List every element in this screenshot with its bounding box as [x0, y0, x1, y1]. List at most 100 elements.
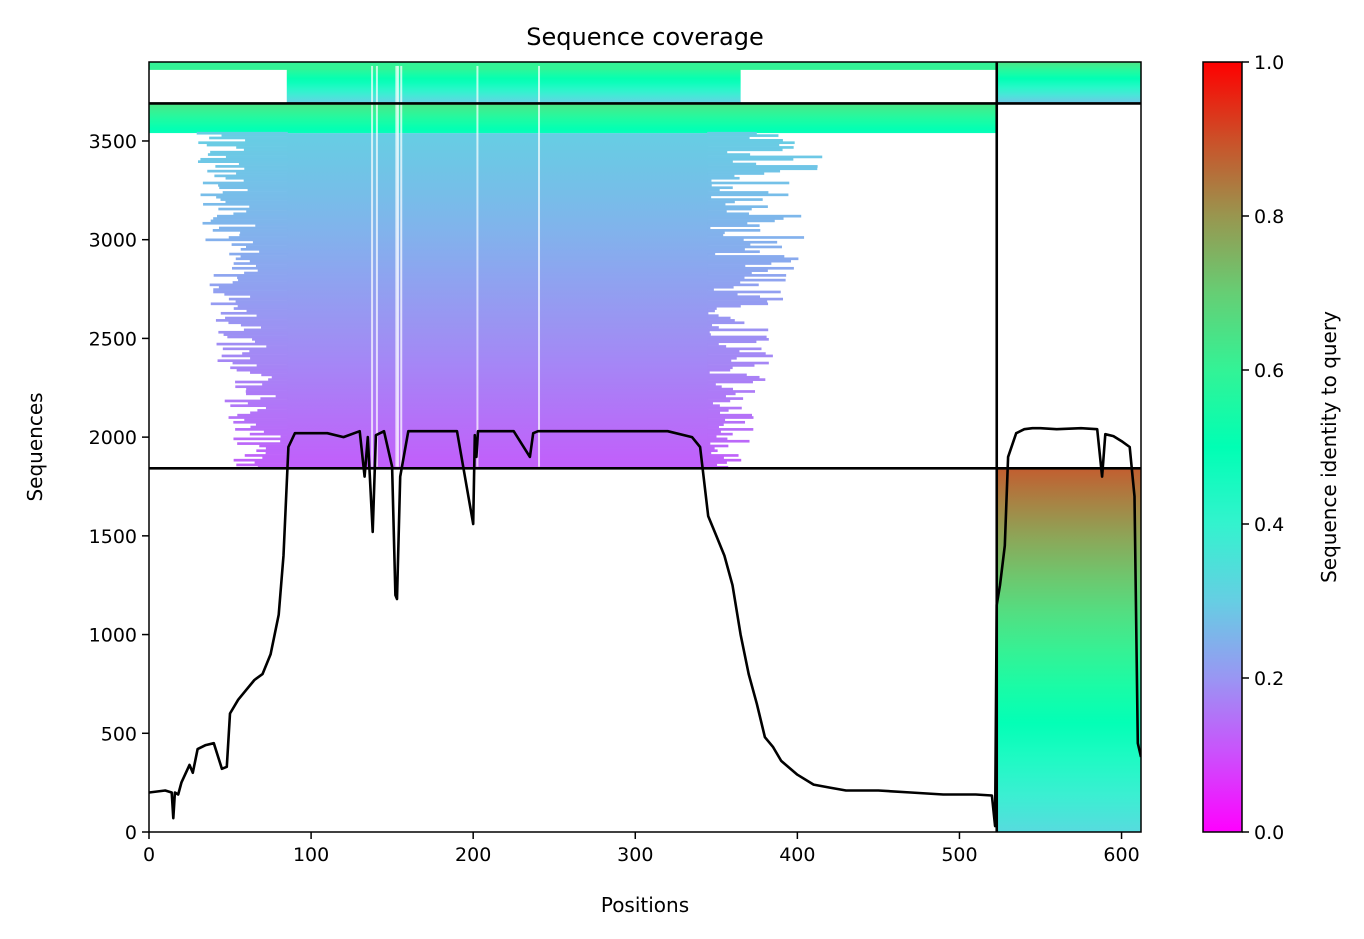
heatmap-band-left: [233, 420, 288, 424]
heatmap-band-left: [246, 387, 288, 391]
heatmap-band-right: [707, 354, 773, 358]
heatmap-band-left: [254, 461, 288, 464]
chart-title: Sequence coverage: [526, 23, 763, 51]
heatmap-band-left: [235, 380, 288, 384]
heatmap-band-right: [707, 136, 750, 140]
heatmap-band-right: [707, 139, 783, 142]
heatmap-band-right: [707, 300, 768, 303]
heatmap-band-left: [215, 165, 288, 168]
heatmap-band-right: [707, 148, 783, 152]
heatmap-band-right: [707, 406, 742, 410]
heatmap-band-left: [237, 442, 288, 445]
heatmap-band-left: [210, 302, 288, 306]
heatmap-band-left: [225, 155, 288, 159]
heatmap-band-left: [256, 449, 288, 453]
colorbar-tick-label: 0.0: [1254, 822, 1284, 844]
heatmap-band-left: [217, 214, 288, 218]
y-axis: 0 500 1000 1500 2000 2500 3000 3500: [89, 131, 149, 844]
heatmap-band-right: [707, 428, 754, 431]
heatmap-band-right: [707, 413, 752, 417]
heatmap-band-left: [256, 314, 288, 317]
heatmap-band-right: [707, 150, 728, 154]
heatmap-band-right: [707, 285, 734, 289]
x-tick-label: 300: [617, 844, 653, 866]
heatmap-band-left: [222, 191, 288, 194]
heatmap-band-right: [707, 366, 733, 370]
colorbar-label: Sequence identity to query: [1317, 311, 1341, 583]
heatmap-band-right: [707, 290, 781, 294]
heatmap-blocks: [149, 62, 1141, 832]
colorbar-tick-label: 0.8: [1254, 206, 1284, 228]
heatmap-band-right: [707, 356, 737, 360]
x-tick-label: 200: [455, 844, 491, 866]
heatmap-band-left: [259, 250, 288, 254]
heatmap-band-left: [249, 432, 288, 436]
heatmap-gaps: [371, 65, 541, 467]
heatmap-band-right: [707, 425, 720, 429]
heatmap-band-left: [247, 188, 288, 192]
x-tick-label: 600: [1103, 844, 1139, 866]
heatmap-band-left: [236, 146, 288, 149]
heatmap-band-left: [212, 229, 288, 232]
heatmap-band-right: [707, 167, 818, 171]
heatmap-band-left: [232, 361, 288, 365]
heatmap-band-right: [707, 262, 772, 265]
heatmap-band-right: [707, 432, 733, 436]
heatmap-band-right: [707, 387, 734, 391]
y-tick-label: 3000: [89, 230, 137, 252]
heatmap-band-right: [707, 349, 740, 353]
heatmap-band-left: [235, 428, 288, 431]
heatmap-band-left: [225, 176, 288, 180]
heatmap-band-right: [707, 240, 778, 244]
heatmap-band-right: [707, 191, 769, 194]
heatmap-band-right: [707, 281, 741, 284]
heatmap-band-right: [707, 335, 767, 339]
heatmap-band-right: [707, 188, 720, 192]
heatmap-band-right: [707, 224, 760, 227]
heatmap-band-right: [707, 390, 756, 393]
heatmap-band-right: [707, 463, 718, 467]
heatmap-band-right: [707, 454, 739, 457]
heatmap-band-right: [707, 420, 746, 424]
heatmap-band-right: [707, 401, 713, 405]
heatmap-band-right: [707, 368, 731, 372]
heatmap-band-right: [707, 345, 727, 348]
heatmap-block-top-edge: [149, 62, 997, 70]
heatmap-band-right: [707, 347, 762, 351]
heatmap-band-right: [707, 269, 768, 272]
heatmap-band-left: [218, 330, 288, 334]
heatmap-band-left: [225, 200, 288, 204]
plot-area: [149, 62, 1141, 832]
y-tick-label: 1500: [89, 526, 137, 548]
heatmap-band-left: [249, 349, 288, 353]
heatmap-band-right: [707, 409, 729, 412]
heatmap-band-right: [707, 278, 786, 282]
heatmap-band-right: [707, 172, 765, 175]
heatmap-band-left: [243, 148, 288, 152]
heatmap-band-right: [707, 304, 741, 308]
heatmap-band-left: [228, 321, 288, 325]
heatmap-band-right: [707, 321, 745, 325]
heatmap-band-right: [707, 252, 716, 256]
heatmap-band-left: [235, 257, 288, 261]
heatmap-band-left: [236, 463, 288, 467]
heatmap-band-right: [707, 143, 780, 147]
heatmap-band-left: [262, 383, 288, 386]
heatmap-band-right: [707, 373, 747, 377]
heatmap-band-left: [250, 411, 288, 415]
heatmap-band-left: [245, 139, 288, 142]
y-tick-label: 2500: [89, 328, 137, 350]
heatmap-band-right: [707, 165, 818, 168]
heatmap-band-right: [707, 195, 712, 199]
heatmap-band-left: [196, 131, 288, 135]
heatmap-band-left: [218, 184, 288, 187]
heatmap-band-right: [707, 352, 766, 355]
heatmap-band-right: [707, 340, 757, 344]
heatmap-bands: [196, 131, 823, 469]
heatmap-band-right: [707, 418, 726, 422]
heatmap-block-seg1-unpaired: [286, 133, 709, 469]
heatmap-band-right: [707, 184, 712, 187]
heatmap-band-right: [707, 236, 805, 239]
heatmap-band-right: [707, 383, 716, 386]
heatmap-band-left: [255, 224, 288, 227]
